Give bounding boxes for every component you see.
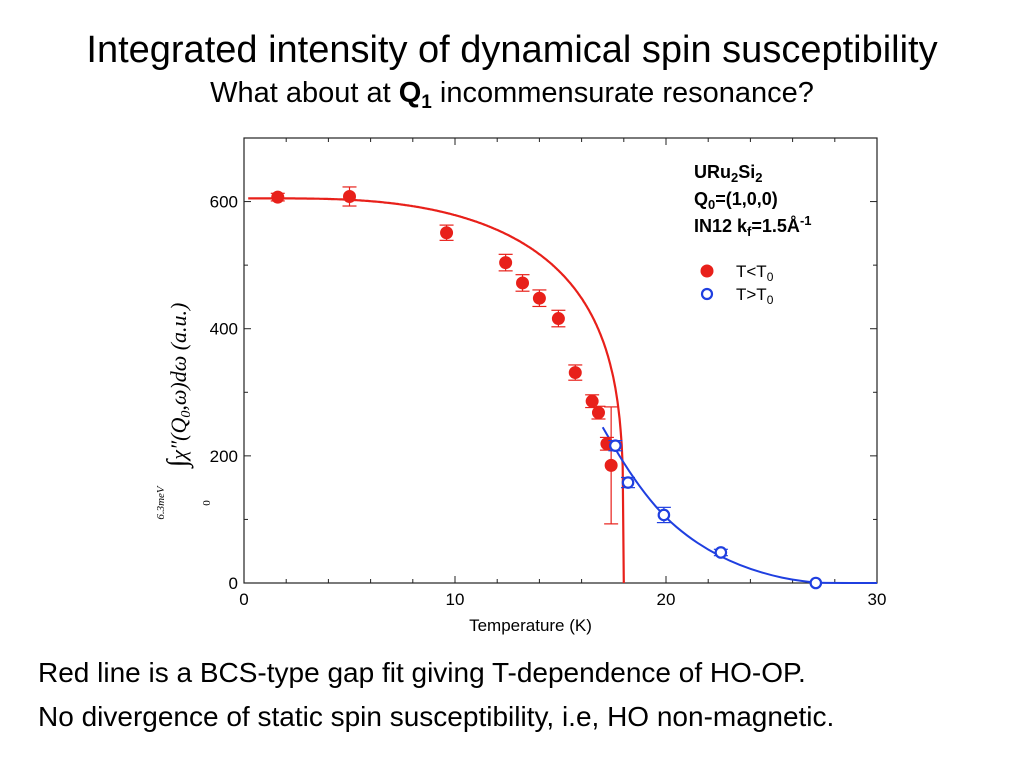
subtitle-suffix: incommensurate resonance? bbox=[431, 77, 814, 109]
data-point-below-t0 bbox=[440, 226, 454, 240]
subtitle-q-subscript: 1 bbox=[421, 92, 432, 113]
data-point-below-t0 bbox=[551, 312, 565, 326]
annotation-subscript: f bbox=[747, 224, 752, 239]
legend-marker-below-t0 bbox=[700, 264, 714, 278]
plot-border bbox=[243, 137, 878, 584]
data-point-above-t0 bbox=[609, 439, 622, 452]
slide-subtitle: What about at Q1 incommensurate resonanc… bbox=[0, 76, 1024, 120]
annotation-text: Si bbox=[738, 162, 755, 182]
annotation-wavevector: Q0=(1,0,0) bbox=[694, 189, 778, 212]
annotation-superscript: -1 bbox=[800, 213, 812, 228]
caption-line-1: Red line is a BCS-type gap fit giving T-… bbox=[38, 657, 806, 688]
data-points bbox=[270, 186, 823, 590]
subtitle-q-symbol: Q bbox=[398, 77, 422, 109]
slide-title: Integrated intensity of dynamical spin s… bbox=[86, 29, 938, 71]
annotation-compound: URu2Si2 bbox=[694, 162, 762, 185]
annotation-text: Q bbox=[694, 189, 708, 209]
annotation-subscript: 0 bbox=[708, 197, 715, 212]
annotation-instrument: IN12 kf=1.5Å-1 bbox=[694, 213, 812, 239]
data-point-below-t0 bbox=[343, 189, 356, 203]
x-tick-label: 30 bbox=[868, 590, 887, 609]
x-tick-label: 20 bbox=[657, 590, 676, 609]
legend-subscript: 0 bbox=[767, 270, 774, 284]
y-label-subscript: 0 bbox=[179, 411, 194, 418]
x-tick-label: 0 bbox=[239, 590, 248, 609]
legend-subscript: 0 bbox=[767, 293, 774, 307]
annotation-text: =(1,0,0) bbox=[715, 189, 778, 209]
data-point-below-t0 bbox=[271, 190, 285, 204]
legend-label-above-t0: T>T0 bbox=[736, 285, 774, 307]
high-t-fit-curve bbox=[601, 426, 877, 584]
caption-line-2: No divergence of static spin susceptibil… bbox=[38, 701, 835, 732]
data-point-above-t0 bbox=[657, 508, 671, 522]
y-label-part: χ″(Q bbox=[166, 418, 191, 462]
data-point-below-t0 bbox=[568, 366, 582, 380]
y-tick-label: 0 bbox=[229, 574, 238, 593]
bcs-fit-curve bbox=[248, 197, 625, 584]
data-point-below-t0 bbox=[532, 291, 546, 305]
x-tick-label: 10 bbox=[446, 590, 465, 609]
chart-legend: T<T0T>T0 bbox=[700, 262, 774, 307]
legend-text: T<T bbox=[736, 262, 767, 281]
y-tick-label: 200 bbox=[210, 447, 238, 466]
y-axis-label: ∫χ″(Q0,ω)dω (a.u.)6.3meV 0 bbox=[155, 303, 213, 520]
data-point-below-t0 bbox=[516, 276, 530, 290]
integral-upper-limit: 6.3meV bbox=[155, 485, 167, 520]
y-label-part: ,ω)dω (a.u.) bbox=[166, 303, 191, 411]
integral-lower-limit: 0 bbox=[201, 500, 213, 506]
data-point-below-t0 bbox=[591, 406, 605, 420]
integral-sign: ∫ bbox=[162, 457, 194, 469]
y-tick-label: 600 bbox=[210, 193, 238, 212]
data-point-below-t0 bbox=[604, 458, 618, 472]
annotation-text: IN12 k bbox=[694, 216, 748, 236]
annotation-subscript: 2 bbox=[755, 170, 762, 185]
x-axis-label: Temperature (K) bbox=[469, 616, 592, 635]
plot-frame bbox=[243, 137, 878, 584]
annotation-text: URu bbox=[694, 162, 731, 182]
legend-label-below-t0: T<T0 bbox=[736, 262, 774, 284]
annotation-text: =1.5Å bbox=[751, 216, 800, 236]
data-point-below-t0 bbox=[585, 394, 599, 408]
data-point-below-t0 bbox=[499, 256, 513, 270]
legend-marker-above-t0 bbox=[700, 287, 714, 301]
fit-curves bbox=[248, 197, 877, 584]
annotation-subscript: 2 bbox=[731, 170, 738, 185]
data-point-above-t0 bbox=[621, 476, 635, 489]
data-point-above-t0 bbox=[714, 546, 728, 559]
y-label-text: ∫χ″(Q0,ω)dω (a.u.) bbox=[162, 303, 194, 470]
y-tick-label: 400 bbox=[210, 320, 238, 339]
data-point-above-t0 bbox=[809, 576, 823, 590]
legend-text: T>T bbox=[736, 285, 767, 304]
y-label-rotated: ∫χ″(Q0,ω)dω (a.u.)6.3meV 0 bbox=[155, 303, 213, 520]
subtitle-prefix: What about at bbox=[210, 77, 399, 109]
